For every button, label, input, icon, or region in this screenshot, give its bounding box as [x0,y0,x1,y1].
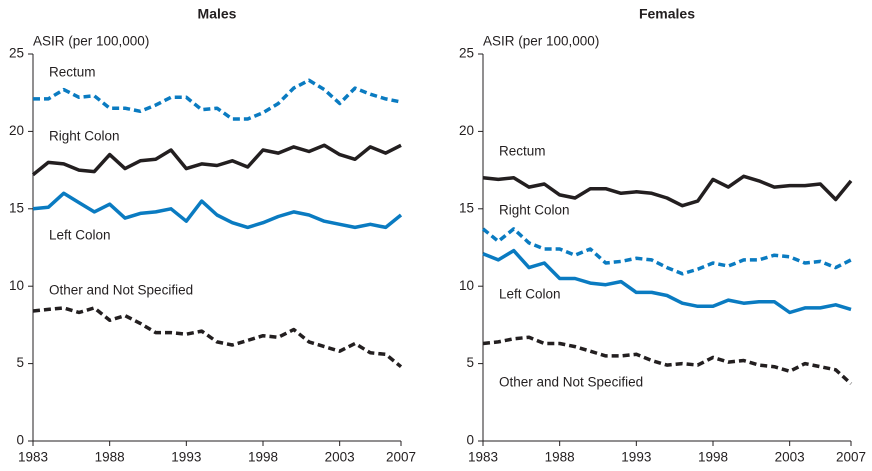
y-tick-label: 10 [9,278,24,293]
x-tick-label: 1993 [171,450,201,465]
y-tick-label: 0 [16,433,24,448]
x-tick-label: 1988 [545,450,575,465]
x-tick-label: 2007 [836,450,866,465]
series-label: Right Colon [49,129,120,144]
series-label: Rectum [499,144,546,159]
series-label: Rectum [49,65,96,80]
y-tick-label: 5 [16,355,24,370]
chart-title: Males [198,6,237,22]
series-line [32,306,403,369]
chart-title: Females [639,6,695,22]
x-tick-label: 1998 [248,450,278,465]
x-tick-label: 2003 [775,450,805,465]
y-axis-label: ASIR (per 100,000) [33,34,149,49]
y-tick-label: 25 [9,46,24,61]
series-line [482,248,852,315]
x-tick-label: 1998 [698,450,728,465]
y-tick-label: 20 [9,123,24,138]
series-line [32,191,403,230]
x-tick-label: 1993 [621,450,651,465]
x-tick-label: 1983 [468,450,498,465]
series-label: Left Colon [49,228,111,243]
y-tick-label: 5 [466,355,474,370]
series-label: Left Colon [499,287,561,302]
y-tick-label: 15 [9,200,24,215]
series-line [482,174,853,208]
series-label: Right Colon [499,203,570,218]
y-tick-label: 15 [459,200,474,215]
y-tick-label: 10 [459,278,474,293]
y-tick-label: 25 [459,46,474,61]
series-line [31,143,402,177]
y-tick-label: 0 [466,433,474,448]
x-tick-label: 2003 [325,450,355,465]
series-line [33,78,402,121]
series-line [482,335,853,385]
series-line [481,227,852,276]
x-tick-label: 1983 [18,450,48,465]
y-tick-label: 20 [459,123,474,138]
y-axis-label: ASIR (per 100,000) [483,34,599,49]
series-label: Other and Not Specified [499,375,643,390]
x-tick-label: 1988 [95,450,125,465]
series-label: Other and Not Specified [49,283,193,298]
x-tick-label: 2007 [386,450,416,465]
